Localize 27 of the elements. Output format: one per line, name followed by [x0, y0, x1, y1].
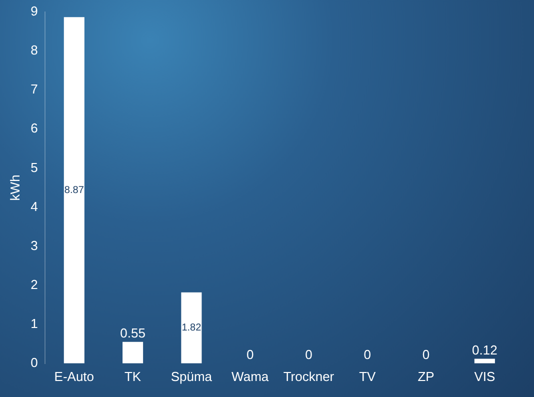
x-tick-label: ZP: [418, 368, 434, 384]
data-label: 0: [364, 346, 371, 362]
x-tick-label: Spüma: [170, 368, 213, 384]
x-tick-label: TK: [124, 368, 142, 384]
y-axis-title: kWh: [7, 174, 22, 201]
y-tick-label: 7: [30, 82, 38, 97]
data-label: 0: [305, 346, 312, 362]
data-label: 0.12: [472, 342, 498, 358]
y-tick-label: 6: [30, 120, 38, 136]
data-label: 8.87: [64, 184, 84, 196]
x-tick-label: E-Auto: [54, 368, 94, 384]
y-tick-label: 5: [30, 160, 38, 175]
y-tick-label: 0: [30, 354, 38, 370]
y-tick-label: 8: [30, 42, 38, 58]
data-label: 0: [422, 346, 430, 362]
x-tick-label: Trockner: [283, 368, 335, 384]
y-tick-label: 1: [30, 316, 38, 331]
y-tick-label: 9: [30, 4, 38, 19]
y-tick-label: 3: [30, 238, 38, 253]
x-tick-label: Wama: [232, 368, 270, 384]
x-tick-label: TV: [359, 368, 376, 384]
y-tick-label: 2: [30, 276, 38, 292]
x-tick-label: VIS: [474, 368, 496, 384]
data-label: 0.55: [120, 326, 146, 341]
data-label: 1.82: [182, 322, 202, 334]
data-label: 0: [246, 346, 254, 362]
y-tick-label: 4: [30, 198, 38, 214]
